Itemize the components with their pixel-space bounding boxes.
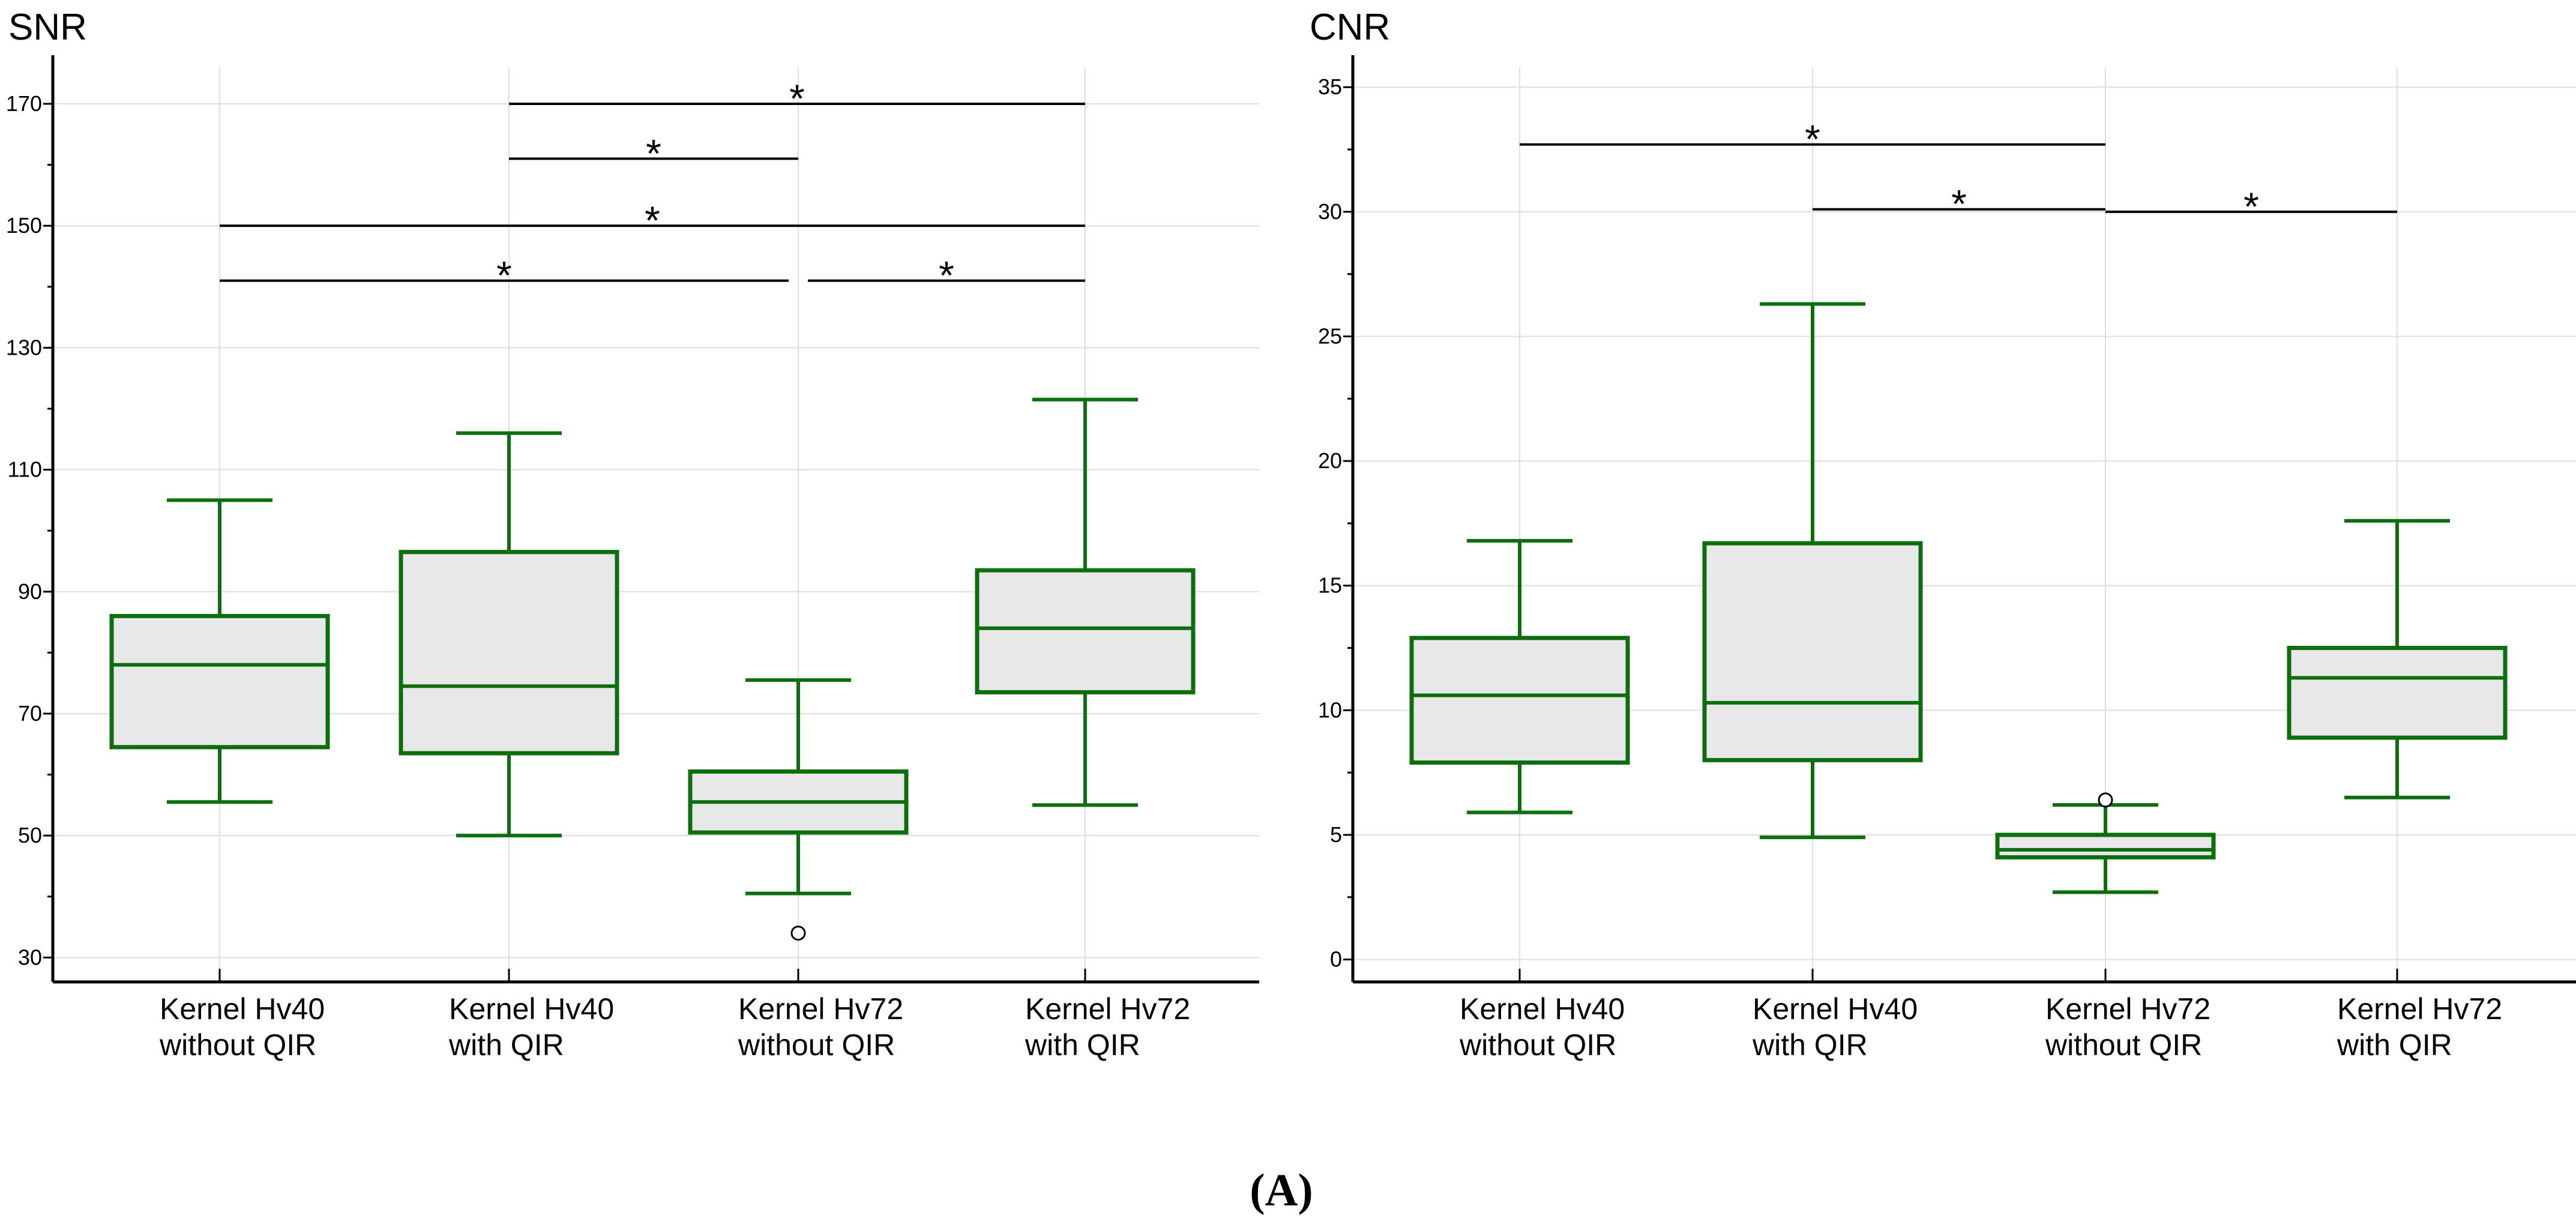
x-category-label: Kernel Hv40 (160, 992, 325, 1026)
chart-title: SNR (8, 7, 87, 48)
x-category-label: Kernel Hv40 (1753, 992, 1918, 1026)
box-iqr (1995, 832, 2216, 859)
x-category-label: without QIR (738, 1028, 895, 1062)
significance-star: * (789, 76, 805, 121)
y-tick-label: 25 (1318, 324, 1342, 348)
y-tick-label: 10 (1318, 697, 1342, 722)
significance-star: * (496, 253, 512, 298)
significance-star: * (646, 131, 661, 175)
y-tick-label: 150 (6, 213, 42, 238)
x-category-label: Kernel Hv40 (449, 992, 614, 1026)
y-tick-label: 50 (18, 823, 42, 847)
significance-star: * (1951, 182, 1967, 226)
significance-star: * (2243, 184, 2259, 229)
box-iqr (975, 568, 1196, 694)
figure-panel-label: (A) (1250, 1165, 1313, 1215)
outlier-point (2098, 792, 2113, 808)
y-tick-label: 20 (1318, 448, 1342, 473)
y-tick-label: 90 (18, 579, 42, 604)
x-category-label: Kernel Hv40 (1460, 992, 1625, 1026)
y-tick-label: 30 (18, 945, 42, 969)
y-tick-label: 15 (1318, 573, 1342, 598)
y-tick-label: 35 (1318, 74, 1342, 99)
x-category-label: Kernel Hv72 (738, 992, 903, 1026)
box-iqr (1409, 636, 1630, 765)
y-tick-label: 0 (1330, 947, 1342, 972)
box-iqr (1702, 541, 1923, 762)
x-category-label: without QIR (2045, 1028, 2202, 1062)
y-tick-label: 70 (18, 701, 42, 726)
y-tick-label: 130 (6, 335, 42, 360)
box-iqr (399, 550, 619, 756)
box-iqr (2287, 646, 2508, 740)
x-category-label: with QIR (1025, 1028, 1140, 1062)
significance-star: * (939, 253, 954, 298)
y-tick-label: 5 (1330, 822, 1342, 847)
x-category-label: Kernel Hv72 (2337, 992, 2502, 1026)
x-category-label: Kernel Hv72 (2045, 992, 2210, 1026)
x-category-label: without QIR (159, 1028, 316, 1062)
significance-star: * (645, 198, 660, 242)
box-iqr (109, 613, 330, 750)
x-category-label: with QIR (448, 1028, 564, 1062)
y-tick-label: 110 (8, 457, 42, 482)
x-category-label: with QIR (2337, 1028, 2452, 1062)
y-tick-label: 30 (1318, 199, 1342, 224)
x-category-label: Kernel Hv72 (1025, 992, 1190, 1026)
x-category-label: without QIR (1459, 1028, 1616, 1062)
outlier-point (790, 926, 806, 941)
chart-title: CNR (1310, 7, 1390, 48)
y-tick-label: 170 (6, 91, 42, 116)
x-category-label: with QIR (1752, 1028, 1868, 1062)
significance-star: * (1805, 117, 1820, 161)
